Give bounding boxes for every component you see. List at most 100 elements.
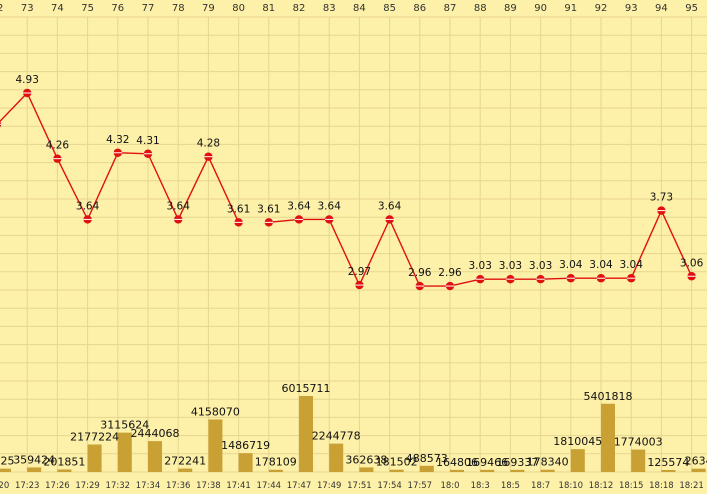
price-value-label: 3.64 [318, 200, 342, 212]
bottom-axis-label: 17:26 [45, 481, 70, 490]
volume-bar [27, 467, 41, 472]
top-axis-label: 75 [81, 3, 94, 14]
bottom-axis-label: 17:49 [317, 481, 342, 490]
bottom-axis-label: 18:0 [440, 481, 459, 490]
volume-bar [450, 470, 464, 472]
price-value-label: 3.03 [469, 260, 492, 272]
bottom-axis-label: 17:57 [408, 481, 433, 490]
volume-bar [269, 470, 283, 472]
top-axis-label: 81 [262, 3, 275, 14]
top-axis-label: 89 [504, 3, 517, 14]
price-value-label: 3.04 [589, 259, 613, 271]
bottom-axis-label: 17:36 [166, 481, 191, 490]
bar-value-label: 6015711 [282, 382, 331, 395]
price-value-label: 3.04 [559, 259, 583, 271]
top-axis-label: 92 [595, 3, 608, 14]
volume-bar [88, 444, 102, 472]
volume-bar [329, 444, 343, 472]
price-value-label: 4.26 [46, 140, 70, 152]
volume-bar [390, 470, 404, 472]
price-value-label: 4.28 [197, 138, 220, 150]
bottom-axis-label: 17:51 [347, 481, 372, 490]
bottom-axis-label: 18:7 [531, 481, 550, 490]
volume-bar [178, 469, 192, 472]
volume-bar [359, 467, 373, 472]
top-axis-label: 78 [172, 3, 185, 14]
bottom-axis-label: 17:34 [136, 481, 161, 490]
bottom-axis-label: 17:38 [196, 481, 221, 490]
bottom-axis-label: 18:12 [589, 481, 614, 490]
bottom-axis-label: 17:32 [106, 481, 131, 490]
price-value-label: 3.06 [680, 257, 704, 269]
volume-bar [239, 453, 253, 472]
volume-bar [661, 470, 675, 472]
price-value-label: 3.73 [650, 192, 673, 204]
top-axis-label: 73 [21, 3, 34, 14]
bottom-axis-label: 17:20 [0, 481, 9, 490]
bar-value-label: 4158070 [191, 405, 240, 418]
top-axis-label: 83 [323, 3, 336, 14]
top-axis-label: 88 [474, 3, 487, 14]
price-value-label: 3.04 [620, 259, 644, 271]
top-axis-label: 90 [534, 3, 547, 14]
bottom-axis-label: 18:21 [679, 481, 704, 490]
top-axis-label: 93 [625, 3, 638, 14]
bar-value-label: 2244778 [312, 430, 361, 443]
bottom-axis-label: 17:54 [377, 481, 402, 490]
price-value-label: 3.64 [378, 200, 402, 212]
bar-value-label: 1774003 [614, 436, 663, 449]
bottom-axis-label: 18:10 [559, 481, 584, 490]
top-axis-label: 95 [685, 3, 698, 14]
top-axis-label: 72 [0, 3, 3, 14]
bar-value-label: 178340 [527, 456, 569, 469]
top-axis-label: 94 [655, 3, 668, 14]
volume-bar [0, 469, 11, 472]
price-value-label: 4.93 [16, 74, 39, 86]
price-value-label: 2.97 [348, 266, 371, 278]
price-value-label: 3.03 [529, 260, 552, 272]
price-value-label: 4.32 [106, 134, 129, 146]
bottom-axis-label: 18:5 [501, 481, 520, 490]
volume-bar [57, 469, 71, 472]
bar-value-label: 272241 [164, 455, 206, 468]
bar-value-label: 5401818 [584, 390, 633, 403]
volume-bar [571, 449, 585, 472]
bar-value-label: 1486719 [221, 439, 270, 452]
bottom-axis-label: 18:3 [471, 481, 490, 490]
price-value-label: 3.64 [287, 200, 311, 212]
bar-value-label: 2177224 [70, 430, 119, 443]
bottom-axis-label: 17:41 [226, 481, 251, 490]
bottom-axis-label: 17:29 [75, 481, 100, 490]
volume-bar [420, 466, 434, 472]
price-value-label: 3.64 [76, 200, 100, 212]
price-value-label: 3.03 [499, 260, 522, 272]
top-axis-label: 82 [293, 3, 306, 14]
bottom-axis-label: 18:15 [619, 481, 644, 490]
price-value-label: 3.61 [227, 203, 250, 215]
volume-bar [631, 450, 645, 472]
price-value-label: 2.96 [438, 267, 462, 279]
price-value-label: 3.61 [257, 203, 280, 215]
bottom-axis-label: 17:47 [287, 481, 312, 490]
bar-value-label: 201851 [43, 455, 85, 468]
price-value-label: 3.64 [167, 200, 191, 212]
bar-value-label: 125574 [647, 456, 689, 469]
bottom-axis-label: 17:23 [15, 481, 40, 490]
top-axis-label: 85 [383, 3, 396, 14]
top-axis-label: 84 [353, 3, 366, 14]
top-axis-label: 87 [444, 3, 457, 14]
volume-bar [148, 441, 162, 472]
bar-value-label: 178109 [255, 456, 297, 469]
bar-value-label: 2444068 [131, 427, 180, 440]
price-value-label: 4.31 [136, 135, 159, 147]
top-axis-label: 76 [111, 3, 124, 14]
bottom-axis-label: 18:18 [649, 481, 674, 490]
volume-bar [480, 470, 494, 472]
top-axis-label: 79 [202, 3, 215, 14]
volume-bar [541, 470, 555, 472]
bottom-axis-label: 17:44 [257, 481, 282, 490]
volume-bar [510, 470, 524, 472]
